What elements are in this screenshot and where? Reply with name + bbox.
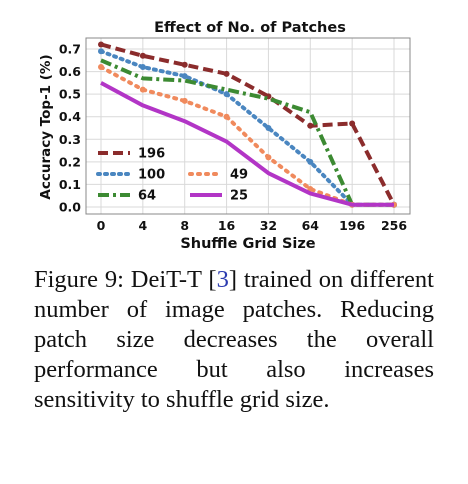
x-tick-label: 4	[139, 218, 148, 233]
y-tick-label: 0.7	[59, 42, 81, 57]
series-line	[99, 49, 396, 207]
legend: 196 100 64 49 25	[96, 147, 248, 204]
citation-link[interactable]: 3	[216, 266, 229, 293]
x-tick-label: 0	[97, 218, 106, 233]
data-point	[265, 125, 272, 131]
series-64	[100, 58, 394, 207]
data-point	[98, 48, 104, 55]
x-tick-label: 256	[381, 218, 407, 233]
x-tick-label: 64	[302, 218, 320, 233]
data-point	[223, 91, 230, 98]
series-25	[100, 81, 394, 207]
data-point	[307, 185, 314, 192]
y-tick-label: 0.5	[59, 87, 81, 102]
y-axis-label: Accuracy Top-1 (%)	[38, 54, 54, 199]
data-point	[181, 73, 188, 80]
data-point	[98, 64, 104, 71]
plot-frame	[85, 37, 411, 215]
data-point	[139, 64, 146, 71]
caption-suffix: ] trained on different number of image p…	[34, 266, 434, 413]
chart-title: Effect of No. of Patches	[154, 20, 346, 36]
data-point	[223, 70, 230, 77]
x-axis-label: Shuffle Grid Size	[180, 236, 315, 252]
data-point	[307, 122, 314, 129]
y-tick-label: 0.1	[59, 177, 81, 192]
legend-entry: 25	[190, 189, 248, 204]
data-point	[181, 97, 188, 104]
series-line	[100, 42, 396, 206]
legend-entry: 64	[98, 189, 156, 204]
y-tick-label: 0.3	[59, 132, 81, 147]
data-point	[349, 120, 356, 127]
y-tick-label: 0.4	[59, 109, 81, 124]
legend-label: 49	[230, 168, 248, 183]
x-tick-label: 32	[260, 218, 277, 233]
legend-entry: 196	[98, 147, 165, 162]
caption-prefix: Figure 9: DeiT-T [	[34, 266, 217, 293]
x-tick-label: 16	[218, 218, 236, 233]
legend-label: 25	[230, 189, 248, 204]
legend-label: 196	[138, 147, 165, 162]
y-tick-label: 0.6	[59, 64, 81, 79]
legend-entry: 49	[188, 168, 248, 183]
data-point	[223, 113, 230, 120]
line-chart: Effect of No. of Patches Accuracy Top-1 …	[38, 20, 411, 252]
legend-label: 64	[138, 189, 156, 204]
data-point	[139, 86, 146, 93]
x-tick-label: 196	[339, 218, 365, 233]
legend-label: 100	[138, 168, 165, 183]
data-point	[265, 154, 272, 161]
figure-caption: Figure 9: DeiT-T [3] trained on differen…	[34, 265, 434, 415]
data-point	[307, 158, 314, 165]
data-point	[181, 61, 188, 68]
series-line	[100, 58, 394, 207]
y-tick-label: 0.2	[59, 154, 81, 169]
legend-entry: 100	[96, 168, 165, 183]
x-tick-label: 8	[180, 218, 189, 233]
y-tick-label: 0.0	[59, 200, 81, 215]
data-point	[139, 52, 146, 59]
series-line	[100, 81, 394, 207]
data-point	[98, 41, 104, 48]
